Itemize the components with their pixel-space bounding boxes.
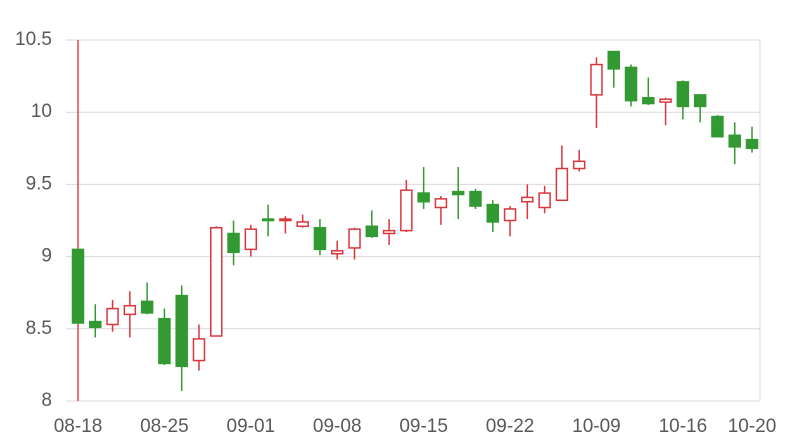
x-tick-label: 09-22 — [486, 416, 535, 437]
candle-body — [71, 248, 85, 324]
candle-body — [210, 226, 223, 337]
candle-body — [175, 294, 188, 368]
candle-body — [538, 192, 551, 209]
candle-body — [348, 228, 361, 249]
candle-body — [693, 94, 707, 108]
candle-body — [227, 232, 240, 254]
candle-body — [417, 192, 430, 203]
y-tick-label: 8.5 — [26, 318, 52, 339]
candle-body — [434, 198, 448, 209]
candle-body — [728, 134, 741, 148]
candle-body — [745, 138, 759, 150]
candle-body — [400, 189, 413, 232]
x-tick-label: 10-09 — [572, 416, 621, 437]
y-tick-label: 9 — [41, 246, 52, 267]
x-tick-label: 08-18 — [54, 416, 103, 437]
x-tick-label: 10-20 — [728, 416, 777, 437]
candle-body — [469, 190, 482, 207]
candle-body — [590, 63, 603, 96]
candle-body — [106, 307, 119, 326]
candle-body — [279, 218, 292, 222]
x-tick-label: 09-01 — [227, 416, 276, 437]
y-tick-label: 10 — [31, 101, 52, 122]
candle-body — [365, 225, 379, 238]
candle-body — [313, 226, 327, 251]
candle-body — [123, 304, 137, 316]
candle-body — [451, 190, 465, 196]
y-tick-label: 9.5 — [26, 173, 52, 194]
candle-body — [572, 160, 586, 170]
candle-body — [140, 300, 154, 314]
candle-body — [89, 320, 102, 329]
candle-body — [521, 196, 534, 203]
candle-body — [158, 317, 171, 365]
candle-body — [642, 97, 655, 105]
x-tick-label: 08-25 — [140, 416, 189, 437]
y-tick-label: 10.5 — [15, 29, 52, 50]
candle-body — [555, 167, 569, 202]
x-tick-label: 09-15 — [399, 416, 448, 437]
candle-body — [330, 250, 344, 255]
candle-body — [192, 338, 206, 362]
candle-body — [486, 203, 500, 223]
candle-body — [261, 218, 275, 222]
x-tick-label: 10-16 — [659, 416, 708, 437]
y-tick-label: 8 — [41, 390, 52, 411]
candle-body — [503, 208, 517, 222]
candle-body — [624, 66, 638, 102]
candle-body — [711, 115, 724, 138]
x-tick-label: 09-08 — [313, 416, 362, 437]
candle-body — [382, 229, 396, 235]
candle-body — [607, 50, 620, 70]
candle-body — [676, 81, 690, 108]
candle-body — [244, 228, 258, 251]
candle-body — [659, 98, 672, 103]
candle-body — [296, 221, 309, 228]
